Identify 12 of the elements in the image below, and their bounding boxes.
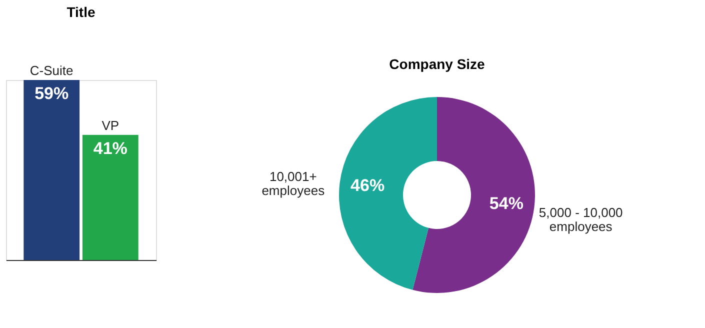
x-tick-label: C-Suite [30, 63, 74, 78]
data-label: 59% [34, 84, 69, 103]
data-label: 41% [93, 138, 128, 158]
data-label: 54% [489, 194, 524, 213]
chart-title: Title [66, 4, 96, 20]
data-label: 46% [350, 176, 385, 196]
donut-slice [339, 97, 437, 290]
donut-slice [412, 97, 535, 293]
x-tick-label: VP [102, 118, 120, 133]
slice-label: 10,001+ employees [262, 168, 326, 198]
chart-title: Company Size [389, 56, 486, 72]
slice-label: 5,000 - 10,000 employees [538, 205, 623, 234]
